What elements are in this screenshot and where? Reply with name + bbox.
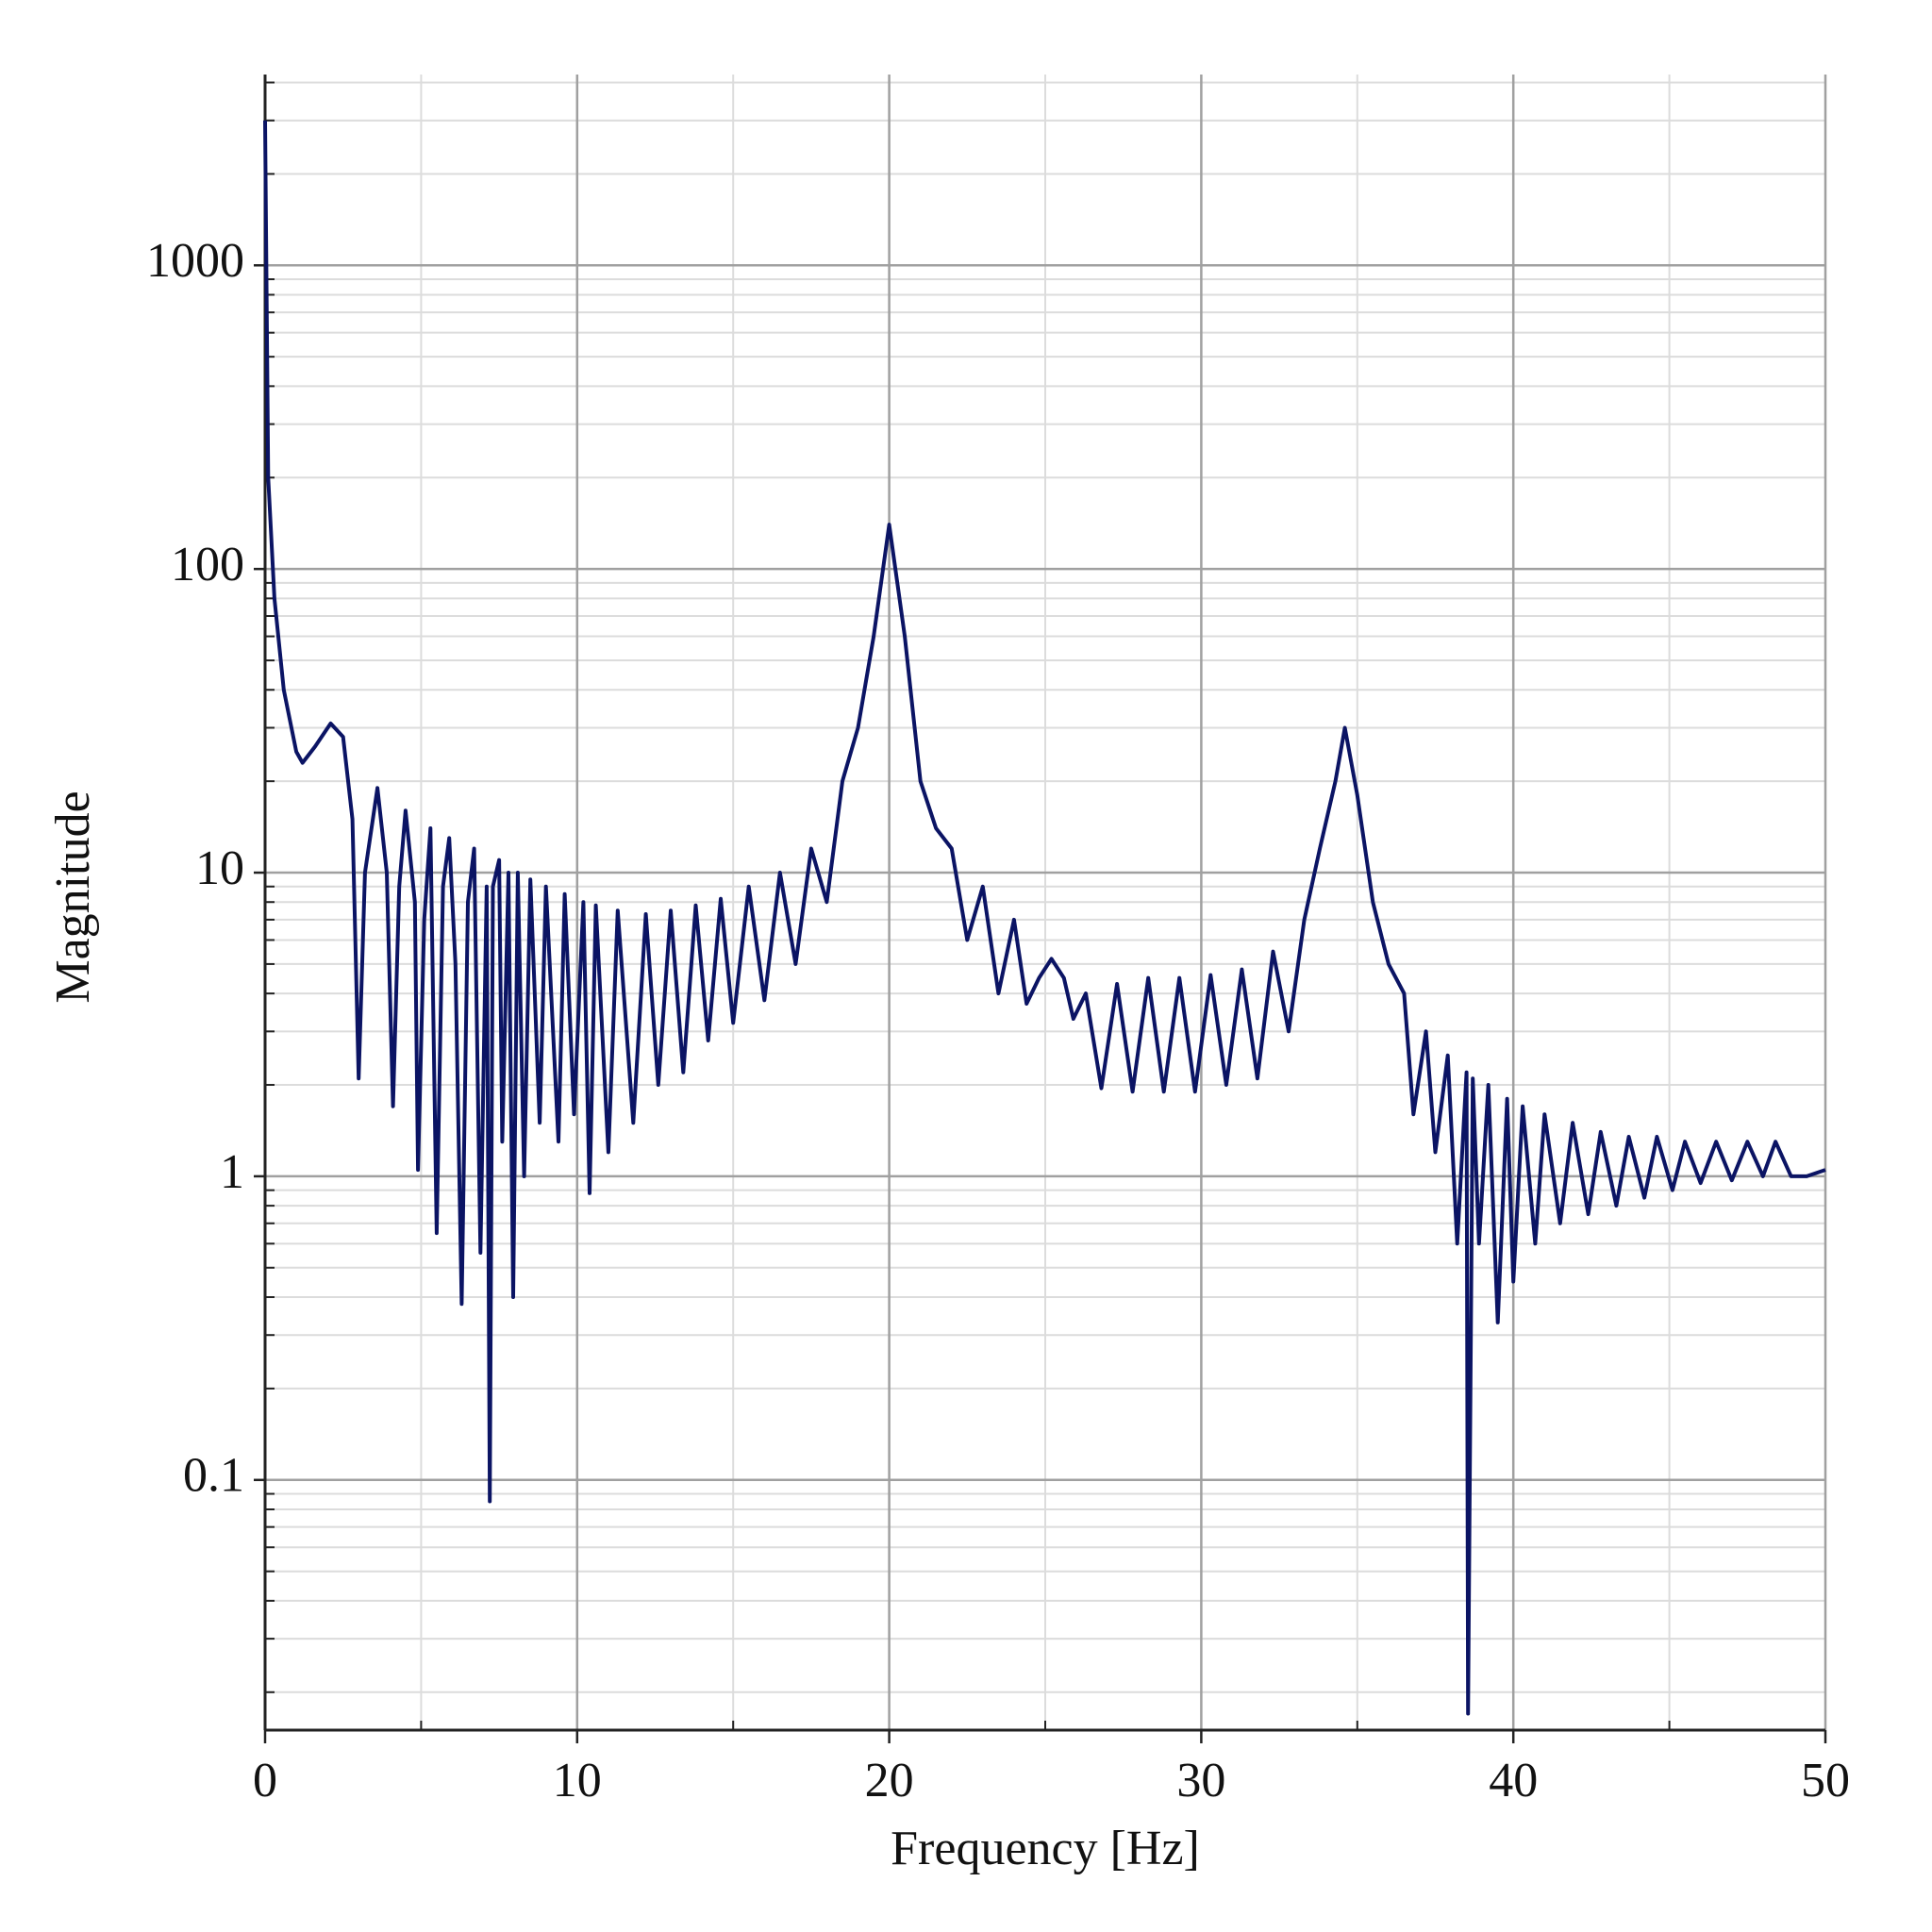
x-tick-label: 30: [1176, 1754, 1225, 1807]
y-tick-label: 1: [220, 1145, 244, 1199]
y-tick-label: 100: [171, 538, 244, 591]
data-line: [263, 120, 1826, 1716]
y-tick-label: 1000: [146, 234, 244, 288]
x-tick-label: 0: [253, 1754, 277, 1807]
y-axis-label: Magnitude: [46, 791, 100, 1003]
y-tick-label: 10: [195, 841, 244, 895]
x-tick-label: 10: [553, 1754, 602, 1807]
y-tick-label: 0.1: [183, 1449, 244, 1503]
x-tick-label: 40: [1489, 1754, 1538, 1807]
x-axis-label: Frequency [Hz]: [891, 1822, 1200, 1875]
x-tick-label: 50: [1801, 1754, 1850, 1807]
x-tick-label: 20: [865, 1754, 914, 1807]
